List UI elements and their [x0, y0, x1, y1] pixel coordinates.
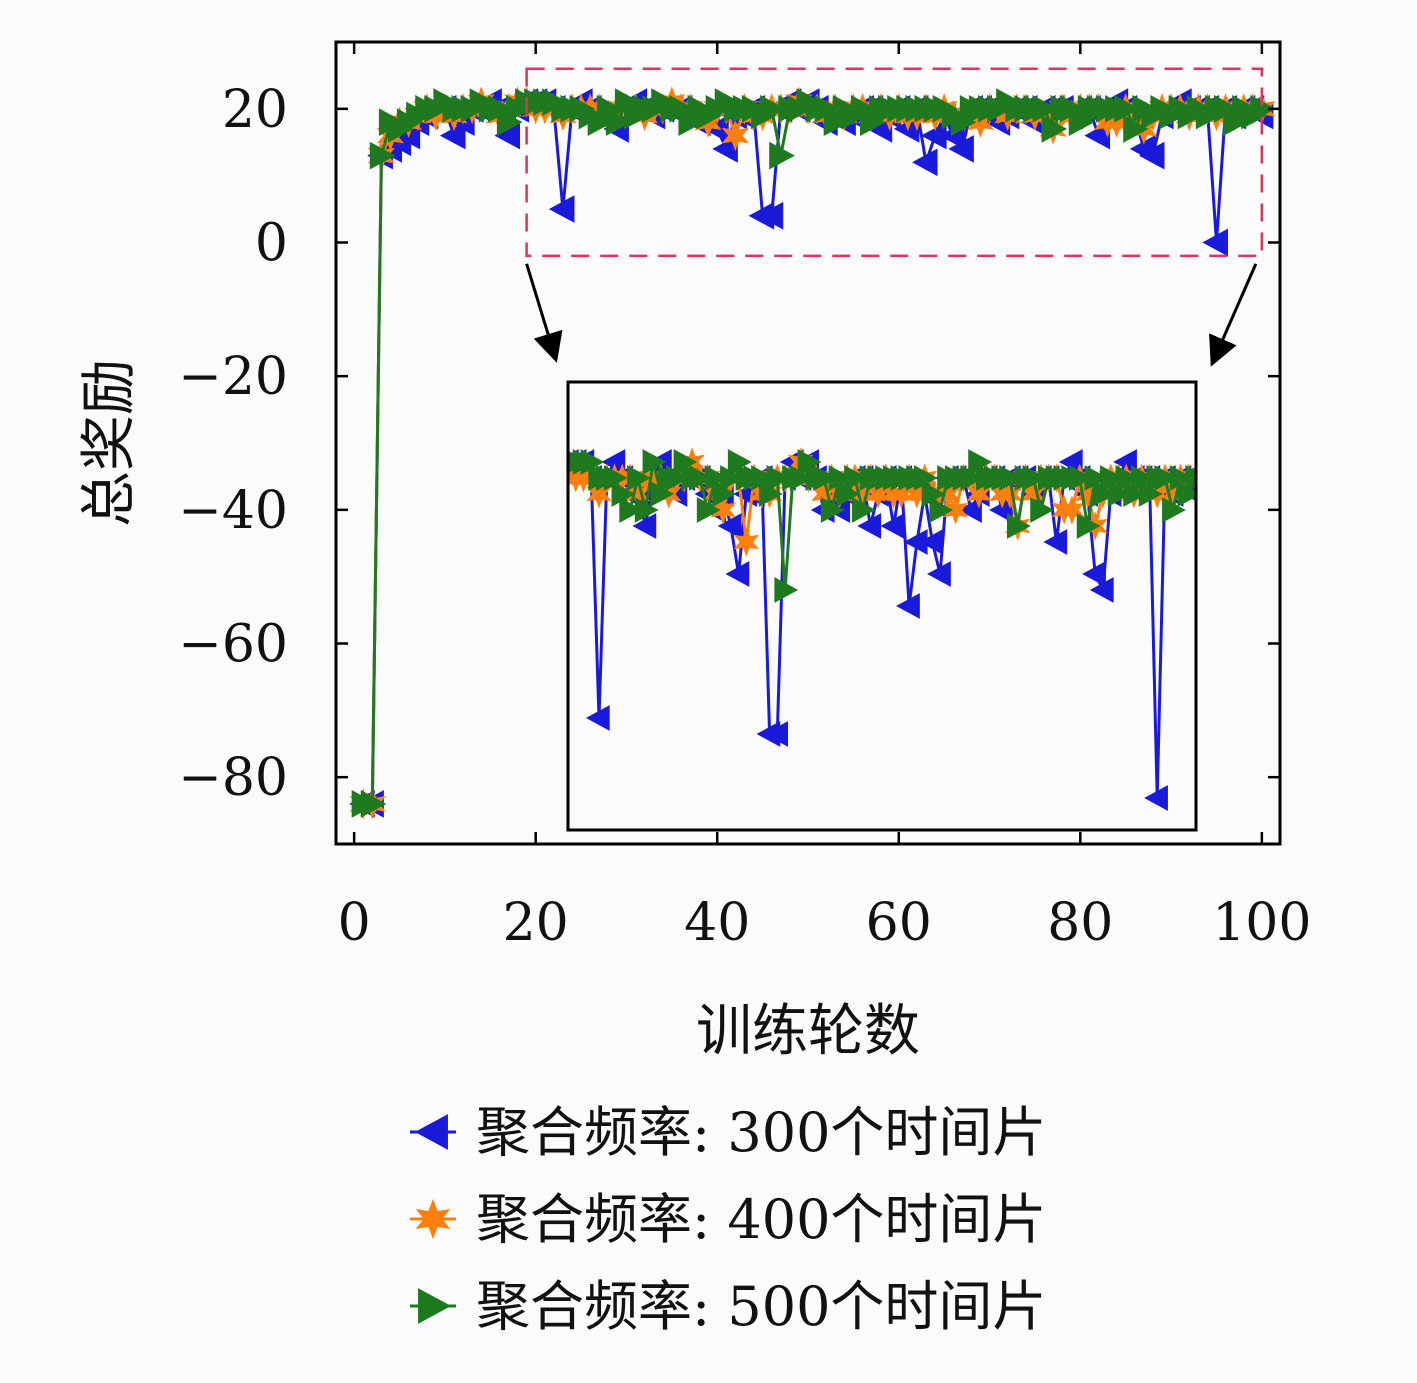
- main-series-3-point: [1041, 115, 1068, 143]
- inset-series-3-point: [844, 465, 868, 491]
- main-series-3-point: [605, 108, 632, 137]
- inset-series-3-point: [999, 465, 1023, 491]
- inset-series-1-point: [919, 529, 944, 555]
- inset-series-3-point: [774, 577, 799, 603]
- inset-series-1-point: [927, 561, 951, 587]
- main-series-3-point: [1123, 115, 1149, 143]
- inset-series-2-point: [586, 479, 612, 509]
- inset-series-2-point: [733, 527, 759, 557]
- inset-series-1-point: [717, 513, 742, 539]
- main-plot-data: [349, 86, 1276, 820]
- inset-series-1-point: [958, 497, 982, 523]
- main-series-1-point: [911, 148, 938, 177]
- inset-series-1-point: [896, 593, 920, 619]
- inset-series-2-point: [1051, 495, 1077, 525]
- legend-marker: [415, 1198, 451, 1240]
- legend-label: 聚合频率: 400个时间片: [476, 1188, 1046, 1251]
- main-series-1-point: [757, 201, 784, 230]
- main-plot-frame: [334, 40, 1282, 846]
- inset-series-1-point: [1089, 577, 1114, 603]
- inset-series-3: [568, 449, 1196, 603]
- main-series-1-point: [1202, 228, 1229, 257]
- inset-series-3-point: [813, 465, 837, 491]
- main-series-3-point: [360, 790, 387, 818]
- inset-series-2-point: [989, 479, 1015, 509]
- inset-series-2-point: [710, 495, 736, 525]
- x-tick-label: 0: [338, 893, 371, 953]
- inset-series-3-point: [1030, 497, 1054, 523]
- main-series-3: [351, 88, 1276, 818]
- inset-series-2-point: [888, 479, 915, 509]
- main-series-1-point: [548, 195, 575, 223]
- inset-series-3-point: [1185, 465, 1196, 491]
- inset-background: [568, 382, 1196, 830]
- y-tick-label: −20: [178, 347, 288, 407]
- zoom-arrow-left: [525, 263, 563, 363]
- legend-item: 聚合频率: 400个时间片: [410, 1188, 1046, 1251]
- inset-series-1-point: [1043, 529, 1068, 555]
- x-axis-title: 训练轮数: [696, 999, 920, 1064]
- inset-series-3-point: [619, 497, 644, 523]
- inset-series-3-point: [689, 465, 713, 491]
- inset-series-3-point: [766, 465, 791, 491]
- inset-series-3-point: [929, 497, 954, 523]
- inset-series-3-point: [1069, 465, 1093, 491]
- y-axis-ticks: 20 0 −20 −40 −60 −80: [178, 80, 1280, 808]
- main-series-2-point: [721, 119, 750, 152]
- inset-series-1-point: [1082, 561, 1106, 587]
- legend-marker: [418, 1288, 452, 1324]
- inset-series-3-point: [634, 497, 659, 523]
- x-tick-label: 80: [1047, 893, 1113, 953]
- x-tick-label: 40: [684, 893, 750, 953]
- y-tick-label: 0: [255, 214, 288, 274]
- main-series-3-point: [769, 141, 795, 170]
- main-series-1-point: [1138, 141, 1165, 170]
- inset-series-1-point: [880, 513, 905, 539]
- legend-label: 聚合频率: 500个时间片: [476, 1275, 1046, 1338]
- legend-label: 聚合频率: 300个时间片: [476, 1101, 1046, 1164]
- inset-series-1-point: [585, 705, 610, 731]
- inset-series-3-point: [1006, 513, 1031, 539]
- inset-series-3-point: [696, 497, 721, 523]
- y-axis-title: 总奖励: [77, 359, 142, 527]
- inset-series-3-point: [1154, 465, 1179, 491]
- legend-item: 聚合频率: 500个时间片: [410, 1275, 1046, 1338]
- main-series-1-point: [439, 121, 466, 150]
- inset-plot-frame: [566, 380, 1198, 832]
- x-tick-label: 60: [866, 893, 932, 953]
- inset-series-1-point: [725, 561, 750, 587]
- inset-series-3-point: [1022, 465, 1047, 491]
- inset-series-1-point: [857, 513, 882, 539]
- inset-series-1-point: [764, 721, 789, 747]
- x-axis-ticks: 0 20 40 60 80 100: [338, 42, 1311, 953]
- inset-series-3-point: [1162, 497, 1186, 523]
- inset-series-3-point: [1076, 513, 1101, 539]
- legend-item: 聚合频率: 300个时间片: [410, 1101, 1046, 1164]
- x-tick-label: 20: [503, 893, 569, 953]
- inset-series-1-point: [1144, 785, 1168, 811]
- inset-series-3-point: [642, 449, 667, 475]
- x-tick-label: 100: [1212, 893, 1311, 953]
- main-series-3-point: [1032, 94, 1059, 123]
- zoom-region-highlight: [525, 67, 1264, 258]
- legend-marker: [414, 1114, 448, 1150]
- main-series-1-point: [948, 135, 974, 163]
- inset-series-3-point: [627, 465, 651, 491]
- main-series-3-point: [760, 94, 786, 123]
- inset-series-3-point: [851, 497, 876, 523]
- inset-series-2-point: [942, 495, 969, 525]
- inset-plot-data: [568, 447, 1196, 811]
- zoom-arrow-right: [1209, 263, 1258, 367]
- inset-series-1-point: [632, 513, 657, 539]
- y-tick-label: −80: [178, 748, 288, 808]
- y-tick-label: −60: [178, 615, 288, 675]
- y-tick-label: −40: [178, 481, 288, 541]
- y-tick-label: 20: [222, 80, 288, 140]
- main-series-3-point: [369, 141, 396, 170]
- main-series-3-point: [1114, 94, 1140, 123]
- inset-series-3-point: [820, 497, 845, 523]
